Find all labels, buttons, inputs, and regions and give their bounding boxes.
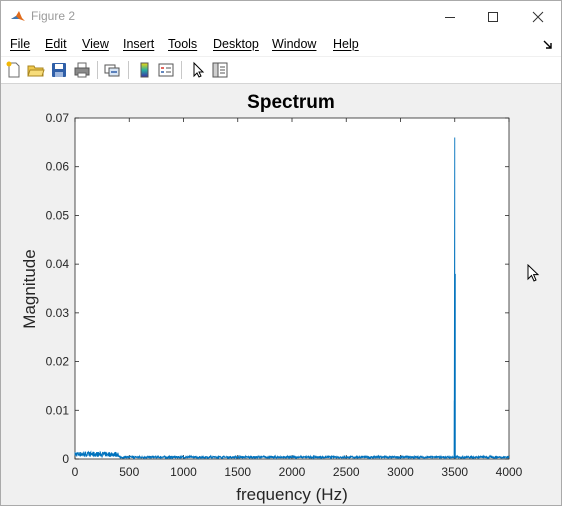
toolbar-separator [97, 61, 98, 79]
property-inspector-icon[interactable] [211, 61, 229, 79]
menu-insert[interactable]: Insert [123, 37, 155, 51]
x-tick-label: 2500 [333, 465, 360, 479]
matlab-logo-icon [11, 11, 25, 21]
open-file-icon[interactable] [27, 61, 45, 79]
menu-edit[interactable]: Edit [45, 37, 67, 51]
menu-view[interactable]: View [82, 37, 109, 51]
y-axis: 0 0.01 0.02 0.03 0.04 0.05 0.06 0.07 [46, 111, 509, 466]
spectrum-chart[interactable]: Spectrum 0 500 1000 1500 2000 2500 3000 3500 400… [1, 84, 561, 505]
x-axis: 0 500 1000 1500 2000 2500 3000 3500 4000 [72, 118, 523, 479]
x-tick-label: 3500 [441, 465, 468, 479]
edit-plot-icon[interactable] [189, 61, 207, 79]
chart-title: Spectrum [247, 92, 335, 113]
x-tick-label: 3000 [387, 465, 414, 479]
y-tick-label: 0.02 [46, 355, 70, 369]
save-icon[interactable] [50, 61, 68, 79]
y-tick-label: 0.04 [46, 257, 70, 271]
x-tick-label: 0 [72, 465, 79, 479]
minimize-button[interactable] [427, 1, 473, 32]
close-button[interactable] [515, 1, 561, 32]
title-bar[interactable]: Figure 2 [1, 1, 561, 32]
mouse-cursor-icon [527, 264, 540, 282]
y-axis-label: Magnitude [20, 249, 39, 328]
menu-window[interactable]: Window [272, 37, 317, 51]
figure-canvas: Spectrum 0 500 1000 1500 2000 2500 3000 3500 400… [1, 84, 561, 505]
x-tick-label: 4000 [496, 465, 523, 479]
plot-area [74, 117, 510, 460]
y-tick-label: 0.01 [46, 403, 70, 417]
minimize-icon [445, 16, 455, 18]
x-axis-label: frequency (Hz) [236, 485, 347, 504]
x-tick-label: 500 [119, 465, 139, 479]
window-title: Figure 2 [31, 9, 76, 23]
y-tick-label: 0.07 [46, 111, 70, 125]
colorbar-icon[interactable] [135, 61, 153, 79]
new-figure-icon[interactable] [5, 61, 23, 79]
y-tick-label: 0.05 [46, 208, 70, 222]
close-icon [532, 11, 544, 22]
link-plot-icon[interactable] [103, 61, 121, 79]
y-tick-label: 0 [62, 452, 69, 466]
y-tick-label: 0.03 [46, 306, 70, 320]
dock-arrow-icon[interactable] [543, 40, 553, 50]
menu-tools[interactable]: Tools [168, 37, 198, 51]
menu-file[interactable]: File [10, 37, 31, 51]
toolbar-separator [128, 61, 129, 79]
print-icon[interactable] [73, 61, 91, 79]
series-line-spectrum [74, 137, 510, 461]
toolbar-separator [181, 61, 182, 79]
x-tick-label: 2000 [279, 465, 306, 479]
menu-desktop[interactable]: Desktop [213, 37, 259, 51]
y-tick-label: 0.06 [46, 160, 70, 174]
maximize-icon [488, 11, 498, 22]
maximize-button[interactable] [470, 1, 516, 32]
x-tick-label: 1500 [224, 465, 251, 479]
x-tick-label: 1000 [170, 465, 197, 479]
figure-toolbar [1, 57, 561, 84]
legend-icon[interactable] [157, 61, 175, 79]
menu-help[interactable]: Help [333, 37, 359, 51]
menu-bar: File Edit View Insert Tools Desktop Wind… [1, 32, 561, 56]
